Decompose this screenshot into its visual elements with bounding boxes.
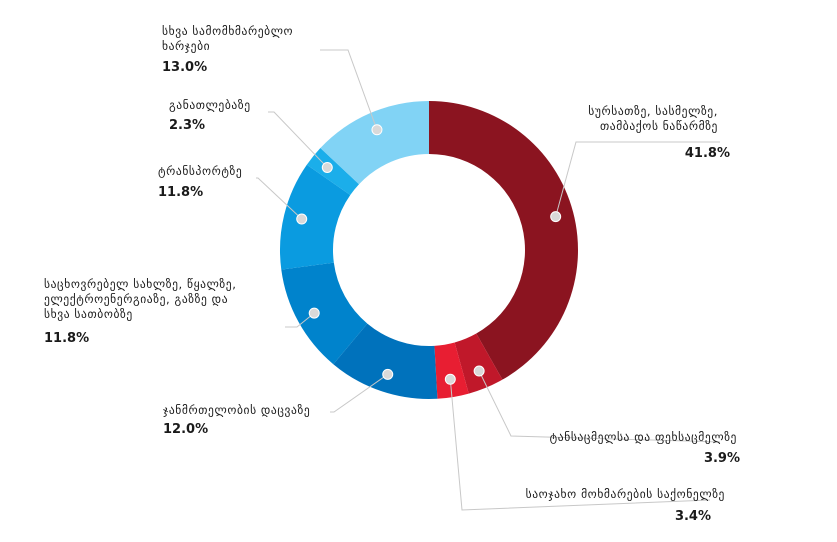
- marker-dot-other-expenses: [371, 124, 383, 136]
- marker-dot-transport: [296, 213, 308, 225]
- leader-line-other-expenses: [320, 49, 378, 130]
- leader-line-health: [330, 373, 389, 413]
- pct-housing: 11.8%: [44, 331, 90, 346]
- slice-clothing: [454, 333, 503, 394]
- pct-education: 2.3%: [169, 118, 206, 133]
- pct-clothing: 3.9%: [703, 451, 740, 466]
- slice-housing: [281, 262, 368, 365]
- leader-line-clothing: [478, 370, 721, 443]
- pct-other-expenses: 13.0%: [162, 60, 208, 75]
- leader-line-housing: [285, 312, 315, 328]
- leader-line-transport: [256, 177, 303, 220]
- label-transport: ტრანსპორტზე: [158, 164, 243, 178]
- slice-other-expenses: [320, 101, 429, 185]
- label-housing: საცხოვრებელ სახლზე, წყალზე, ელექტროენერგ…: [44, 277, 237, 321]
- marker-dot-clothing: [473, 365, 485, 377]
- leader-line-food: [555, 141, 720, 217]
- marker-dot-education: [321, 161, 333, 173]
- label-household-goods: საოჯახო მოხმარების საქონელზე: [525, 487, 725, 501]
- pct-transport: 11.8%: [158, 185, 204, 200]
- label-health: ჯანმრთელობის დაცვაზე: [163, 403, 311, 417]
- label-food: სურსათზე, სასმელზე, თამბაქოს ნაწარმზე: [588, 104, 718, 133]
- leader-line-education: [268, 111, 328, 168]
- slice-food: [429, 101, 579, 380]
- pct-health: 12.0%: [163, 422, 209, 437]
- marker-dot-food: [550, 211, 562, 223]
- label-other-expenses: სხვა სამომხმარებლო ხარჯები: [162, 24, 294, 53]
- pct-household-goods: 3.4%: [674, 509, 711, 524]
- leader-line-household-goods: [449, 379, 711, 511]
- marker-dot-household-goods: [444, 373, 456, 385]
- label-education: განათლებაზე: [169, 98, 251, 112]
- slice-transport: [280, 164, 351, 270]
- slice-household-goods: [434, 342, 469, 399]
- pct-food: 41.8%: [684, 146, 730, 161]
- marker-dot-housing: [308, 307, 320, 319]
- marker-dot-health: [382, 368, 394, 380]
- label-clothing: ტანსაცმელსა და ფეხსაცმელზე: [549, 430, 737, 444]
- slice-health: [333, 323, 438, 400]
